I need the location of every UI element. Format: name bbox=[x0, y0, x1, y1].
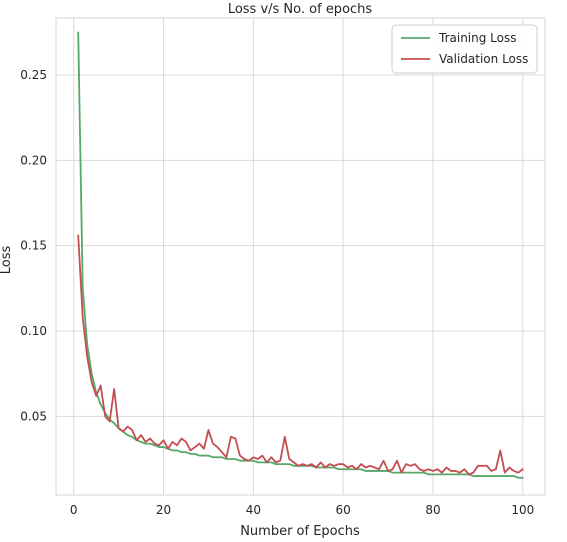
y-tick-label: 0.05 bbox=[20, 409, 47, 423]
x-gridlines bbox=[73, 18, 524, 495]
legend-box bbox=[391, 24, 538, 74]
x-tick-label: 0 bbox=[70, 503, 78, 517]
y-gridlines bbox=[56, 74, 545, 417]
series-lines bbox=[77, 31, 524, 479]
x-tick-label: 60 bbox=[336, 503, 351, 517]
legend: Training Loss Validation Loss bbox=[391, 24, 538, 74]
plot-area bbox=[55, 17, 546, 496]
chart-title: Loss v/s No. of epochs bbox=[228, 2, 373, 17]
y-axis-label: Loss bbox=[0, 246, 14, 275]
validation-loss-line bbox=[77, 234, 524, 476]
y-tick-label: 0.10 bbox=[20, 324, 47, 338]
y-tick-label: 0.25 bbox=[20, 68, 47, 82]
y-tick-label: 0.20 bbox=[20, 153, 47, 167]
x-tick-label: 100 bbox=[511, 503, 534, 517]
training-loss-legend-label: Training Loss bbox=[438, 31, 516, 45]
x-tick-label: 80 bbox=[425, 503, 440, 517]
validation-loss-legend-label: Validation Loss bbox=[439, 52, 528, 66]
y-tick-label: 0.15 bbox=[20, 239, 47, 253]
legend-items: Training Loss Validation Loss bbox=[401, 31, 528, 66]
x-tick-label: 20 bbox=[156, 503, 171, 517]
y-tick-labels: 0.05 0.10 0.15 0.20 0.25 bbox=[20, 68, 47, 423]
x-tick-labels: 0 20 40 60 80 100 bbox=[70, 503, 534, 517]
x-axis-label: Number of Epochs bbox=[240, 524, 360, 538]
x-tick-label: 40 bbox=[246, 503, 261, 517]
